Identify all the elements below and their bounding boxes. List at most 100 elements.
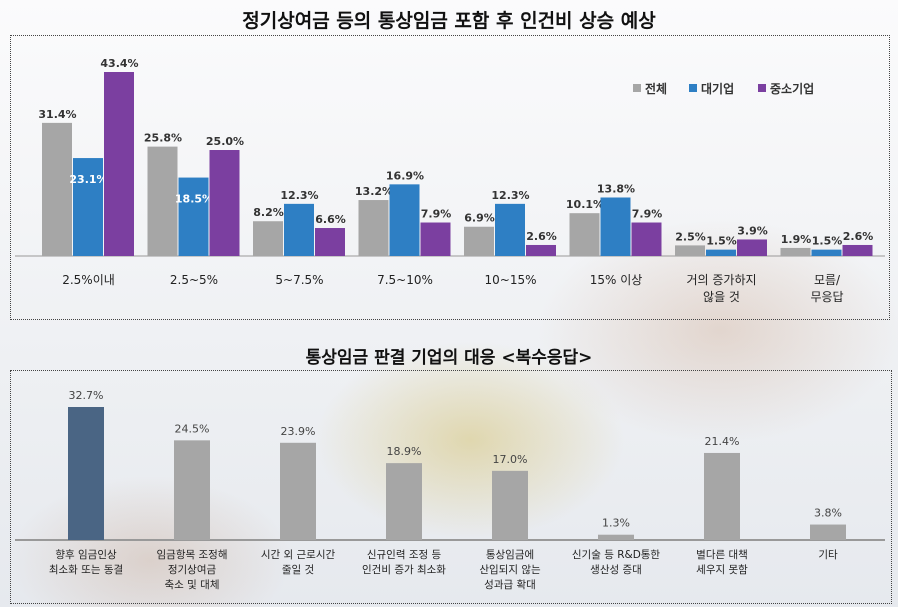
chart-title-2: 통상임금 판결 기업의 대응 <복수응답> <box>305 348 593 368</box>
data-label: 7.9% <box>632 208 663 221</box>
bar <box>68 407 104 540</box>
data-label: 17.0% <box>493 453 528 466</box>
x-tick-label: 통상임금에 <box>486 548 534 561</box>
x-tick-label: 별다른 대책 <box>696 549 748 561</box>
bar <box>810 524 846 540</box>
x-tick-label: 10~15% <box>485 273 537 287</box>
x-tick-label: 산입되지 않는 <box>479 563 541 576</box>
data-label: 25.8% <box>144 132 182 145</box>
x-tick-label: 성과급 확대 <box>484 578 536 591</box>
legend-label: 전체 <box>645 81 667 96</box>
data-label: 2.5% <box>675 230 706 243</box>
x-tick-label: 임금항목 조정해 <box>157 548 228 561</box>
x-tick-label: 향후 임금인상 <box>55 548 117 561</box>
bar-중소기업 <box>209 150 240 256</box>
bar-중소기업 <box>104 72 134 256</box>
bar-대기업 <box>600 197 631 256</box>
legend-swatch <box>758 84 766 92</box>
bar <box>280 442 316 540</box>
chart-frame-2 <box>10 370 892 604</box>
bar-대기업 <box>178 177 209 256</box>
data-label: 18.5% <box>175 193 213 206</box>
bar <box>704 452 740 540</box>
data-label: 18.9% <box>387 445 422 458</box>
data-label: 21.4% <box>705 435 740 448</box>
x-tick-label: 시간 외 근로시간 <box>261 549 336 561</box>
x-tick-label: 신규인력 조정 등 <box>367 549 442 561</box>
x-tick-label: 7.5~10% <box>377 273 433 287</box>
x-tick-label: 정기상여금 <box>168 564 217 576</box>
bar-대기업 <box>706 249 736 256</box>
x-tick-label: 축소 및 대체 <box>165 579 220 591</box>
x-tick-label: 무응답 <box>810 290 843 304</box>
bar <box>174 440 210 540</box>
bar-중소기업 <box>420 222 451 256</box>
x-tick-label: 5~7.5% <box>275 273 323 287</box>
bar-전체 <box>253 221 283 256</box>
legend-swatch <box>633 84 641 92</box>
data-label: 2.6% <box>843 230 874 243</box>
data-label: 32.7% <box>69 389 104 402</box>
x-tick-label: 생산성 증대 <box>590 564 642 576</box>
data-label: 25.0% <box>206 135 244 148</box>
x-tick-label: 거의 증가하지 <box>686 273 756 287</box>
x-tick-label: 2.5~5% <box>170 273 218 287</box>
bar-중소기업 <box>842 244 873 256</box>
bar-전체 <box>675 245 705 256</box>
bar-중소기업 <box>737 239 767 256</box>
bar <box>492 470 528 540</box>
data-label: 12.3% <box>491 189 529 202</box>
bar-대기업 <box>495 203 525 256</box>
data-label: 1.9% <box>781 233 812 246</box>
data-label: 6.6% <box>315 213 346 226</box>
legend-label: 중소기업 <box>770 81 814 96</box>
data-label: 3.9% <box>737 224 768 237</box>
data-label: 2.6% <box>526 230 557 243</box>
x-tick-label: 2.5%이내 <box>62 273 115 287</box>
x-tick-label: 인건비 증가 최소화 <box>362 564 446 576</box>
legend-swatch <box>689 84 697 92</box>
bar-전체 <box>464 226 494 256</box>
x-tick-label: 15% 이상 <box>590 273 643 287</box>
data-label: 3.8% <box>814 507 842 520</box>
data-label: 1.5% <box>706 235 737 248</box>
x-tick-label: 세우지 못함 <box>696 564 748 576</box>
x-tick-label: 신기술 등 R&D통한 <box>572 549 661 561</box>
x-tick-label: 줄일 것 <box>282 563 314 576</box>
x-tick-label: 기타 <box>818 549 838 561</box>
data-label: 6.9% <box>464 212 495 225</box>
bar-전체 <box>147 146 178 256</box>
data-label: 13.8% <box>597 182 635 195</box>
bar-중소기업 <box>526 244 556 256</box>
data-label: 43.4% <box>100 57 138 70</box>
x-tick-label: 모름/ <box>814 273 841 287</box>
x-tick-label: 최소화 또는 동결 <box>49 564 123 576</box>
data-label: 10.1% <box>566 198 604 211</box>
bar-중소기업 <box>315 228 345 256</box>
data-label: 31.4% <box>38 108 76 121</box>
data-label: 1.5% <box>812 235 843 248</box>
bar-대기업 <box>73 158 103 256</box>
bar-대기업 <box>284 203 314 256</box>
chart-frame-1 <box>10 35 890 320</box>
data-label: 24.5% <box>175 422 210 435</box>
data-label: 8.2% <box>253 206 284 219</box>
bar-전체 <box>42 122 72 256</box>
bar-중소기업 <box>631 222 662 256</box>
bar-전체 <box>780 247 811 256</box>
data-label: 7.9% <box>421 208 452 221</box>
x-tick-label: 않을 것 <box>703 290 740 304</box>
bar-대기업 <box>389 184 420 256</box>
data-label: 1.3% <box>602 517 630 530</box>
data-label: 16.9% <box>386 169 424 182</box>
bar-전체 <box>569 213 600 256</box>
data-label: 23.9% <box>281 425 316 438</box>
data-label: 23.1% <box>69 173 107 186</box>
bar <box>386 463 422 540</box>
data-label: 13.2% <box>355 185 393 198</box>
bar-대기업 <box>811 249 842 256</box>
bar <box>598 534 634 540</box>
legend-label: 대기업 <box>701 81 734 96</box>
